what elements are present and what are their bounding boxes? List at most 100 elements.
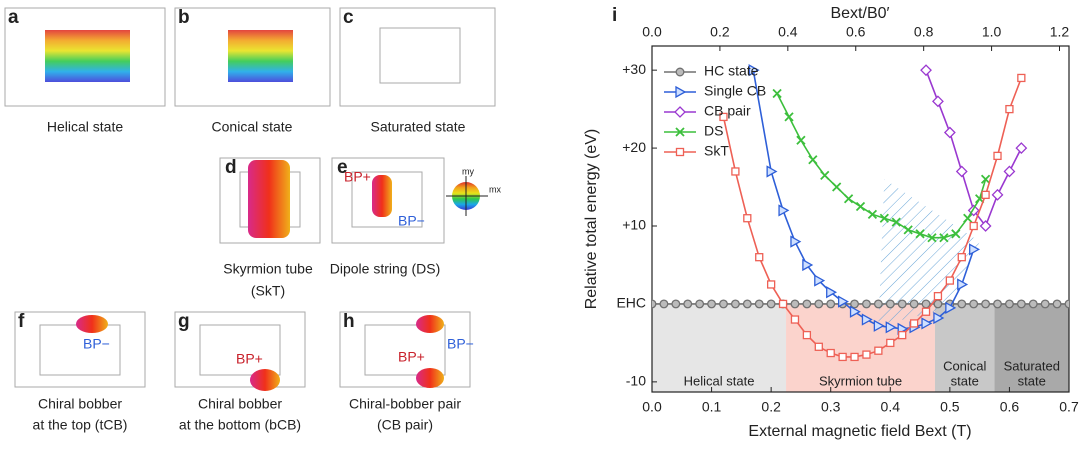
marker (891, 217, 901, 227)
panel-letter: d (225, 157, 237, 178)
marker (790, 299, 800, 309)
bp-label: BP− (83, 336, 110, 352)
marker (955, 165, 968, 178)
marker (915, 229, 925, 239)
marker (1003, 165, 1016, 178)
marker (927, 233, 937, 243)
caption: at the top (tCB) (33, 417, 128, 433)
marker (991, 188, 1004, 201)
x2-tick-label: 0.4 (778, 24, 798, 40)
marker (675, 67, 685, 77)
panel-letter: i (612, 5, 617, 26)
marker (933, 299, 943, 309)
marker (1052, 299, 1062, 309)
marker (945, 276, 955, 285)
marker (766, 280, 776, 289)
legend-label: SkT (704, 143, 729, 159)
marker (963, 213, 973, 223)
marker (1040, 299, 1050, 309)
marker (1005, 104, 1014, 114)
marker (939, 233, 949, 243)
marker (993, 299, 1002, 309)
marker (814, 274, 826, 287)
marker (969, 221, 978, 231)
marker (886, 338, 895, 348)
marker (802, 330, 812, 340)
panel-letter: b (178, 7, 190, 28)
marker (855, 201, 866, 212)
marker (748, 64, 760, 77)
plot-frame (651, 45, 1070, 393)
marker (979, 220, 992, 232)
marker (932, 95, 944, 108)
legend-label: DS (704, 123, 723, 139)
region (994, 303, 1069, 392)
marker (695, 299, 705, 309)
bp-label: BP− (447, 336, 474, 352)
marker (790, 315, 800, 324)
x2-tick-label: 0.2 (710, 24, 730, 40)
x-tick-label: 0.2 (761, 399, 781, 415)
marker (897, 299, 907, 309)
x-tick-label: 0.3 (821, 399, 841, 415)
region-label: Skyrmion tube (819, 373, 902, 388)
legend-label: CB pair (704, 103, 751, 119)
panel-f: f BP− Chiral bobber at the top (tCB) (14, 311, 146, 433)
marker (1028, 299, 1038, 309)
marker (945, 301, 957, 314)
marker (943, 126, 956, 139)
hatch-area (878, 179, 980, 326)
caption: Saturated state (371, 119, 466, 135)
marker (969, 243, 981, 256)
marker (778, 204, 790, 217)
marker (754, 299, 764, 309)
marker (1017, 73, 1026, 83)
legend-label: Single CB (704, 83, 766, 99)
marker (674, 106, 686, 118)
region-label: Saturated (1004, 358, 1060, 373)
marker (766, 299, 776, 309)
panel-b: b Conical state (174, 7, 331, 135)
x2-tick-label: 1.0 (982, 24, 1002, 40)
marker (885, 321, 897, 334)
bp-label: BP− (398, 213, 425, 229)
caption: Dipole string (DS) (330, 261, 440, 277)
marker (675, 127, 685, 137)
color-wheel: my mx (446, 166, 501, 216)
panel-e: e BP+ BP− Dipole string (DS) (330, 157, 445, 277)
marker (826, 348, 835, 358)
panel-letter: e (337, 157, 348, 178)
marker (1064, 299, 1069, 309)
y-tick-label: +10 (622, 217, 646, 233)
marker (826, 299, 836, 309)
x2-tick-label: 0.0 (642, 24, 662, 40)
marker (867, 209, 878, 219)
marker (731, 167, 740, 176)
marker (778, 299, 788, 309)
caption: (CB pair) (377, 417, 433, 433)
panel-letter: c (343, 7, 354, 28)
marker (743, 214, 752, 223)
caption: Chiral bobber (198, 396, 282, 412)
marker (921, 307, 931, 316)
marker (957, 253, 966, 262)
legend-label: HC state (704, 63, 759, 79)
marker (873, 299, 883, 309)
x-tick-label: 0.6 (1000, 399, 1020, 415)
x-tick-label: 0.1 (702, 399, 722, 415)
marker (1016, 299, 1026, 309)
axis-label: mx (489, 184, 501, 194)
panel-letter: f (18, 311, 25, 332)
marker (850, 352, 859, 362)
marker (862, 299, 871, 309)
marker (874, 346, 883, 355)
x2-axis-label: Bext/B0′ (830, 5, 889, 22)
marker (784, 112, 794, 122)
marker (796, 135, 806, 145)
marker (933, 311, 945, 325)
marker (814, 342, 823, 351)
bp-label: BP+ (236, 351, 263, 367)
caption: Chiral-bobber pair (349, 396, 461, 412)
marker (838, 352, 847, 362)
